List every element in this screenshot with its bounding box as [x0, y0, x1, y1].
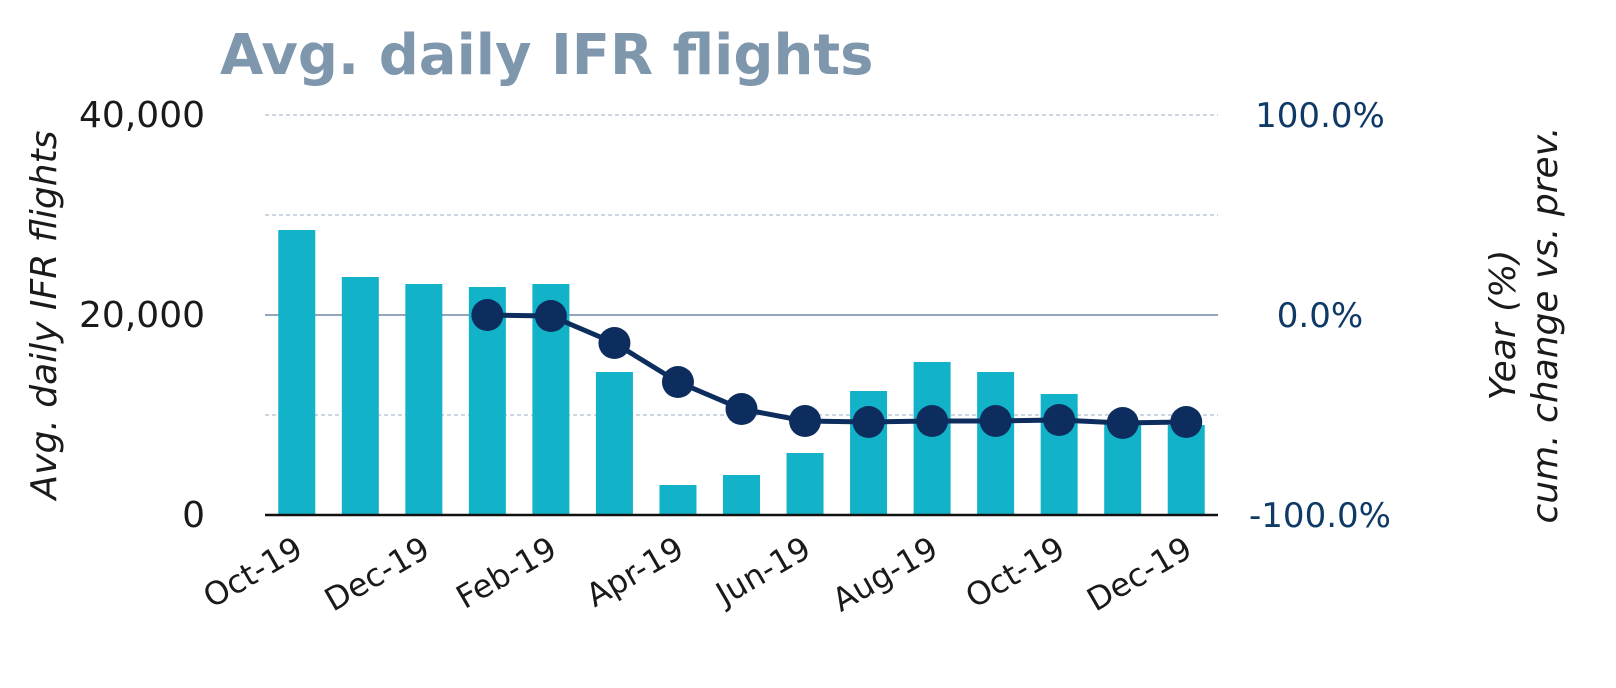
bar-series [278, 230, 1205, 515]
line-point-5 [789, 405, 822, 437]
x-tick-label: Aug-19 [826, 529, 944, 619]
y-tick-label: 20,000 [79, 295, 205, 336]
y2-axis-title-line1: cum. change vs. prev. [1525, 126, 1566, 523]
bar-2 [405, 284, 443, 515]
line-series [471, 299, 1203, 439]
line-path [487, 312, 1187, 426]
x-tick-label: Apr-19 [580, 529, 690, 615]
y-tick-label: 40,000 [79, 95, 205, 136]
line-point-8 [979, 405, 1012, 437]
chart-title: Avg. daily IFR flights [220, 23, 873, 88]
x-axis-ticks: Oct-19 Dec-19 Feb-19 Apr-19 Jun-19 Aug-19 Oct-… [197, 529, 1199, 619]
bar-1 [341, 277, 379, 515]
line-point-0 [471, 299, 504, 331]
line-point-2 [598, 327, 631, 359]
x-tick-label: Feb-19 [450, 529, 563, 616]
y2-axis-title-line2: Year (%) [1483, 250, 1524, 401]
bar-5 [595, 372, 633, 515]
line-point-3 [661, 366, 694, 398]
x-tick-label: Dec-19 [1080, 529, 1198, 619]
bar-8 [786, 453, 824, 515]
x-tick-label: Jun-19 [708, 529, 817, 614]
x-tick-label: Oct-19 [197, 529, 309, 616]
line-point-11 [1170, 406, 1203, 438]
line-point-9 [1043, 404, 1076, 436]
line-point-4 [725, 393, 758, 425]
bar-7 [723, 475, 760, 515]
left-axis-ticks: 0 20,000 40,000 [79, 95, 205, 536]
y-tick-label: 0 [182, 495, 205, 536]
y2-tick-label: 100.0% [1255, 96, 1385, 136]
bar-10 [913, 362, 951, 515]
y-axis-title: Avg. daily IFR flights [24, 131, 65, 502]
x-tick-label: Oct-19 [959, 529, 1071, 616]
bar-14 [1167, 425, 1205, 515]
bar-6 [659, 485, 697, 515]
y2-tick-label: -100.0% [1249, 496, 1391, 536]
line-point-1 [534, 300, 567, 332]
right-axis-ticks: -100.0% 0.0% 100.0% [1249, 96, 1391, 536]
y2-tick-label: 0.0% [1277, 296, 1363, 336]
line-point-10 [1106, 407, 1139, 439]
x-tick-label: Dec-19 [318, 529, 436, 619]
bar-0 [278, 230, 316, 515]
bar-11 [977, 372, 1015, 515]
line-point-7 [916, 405, 949, 437]
line-point-6 [852, 406, 885, 438]
